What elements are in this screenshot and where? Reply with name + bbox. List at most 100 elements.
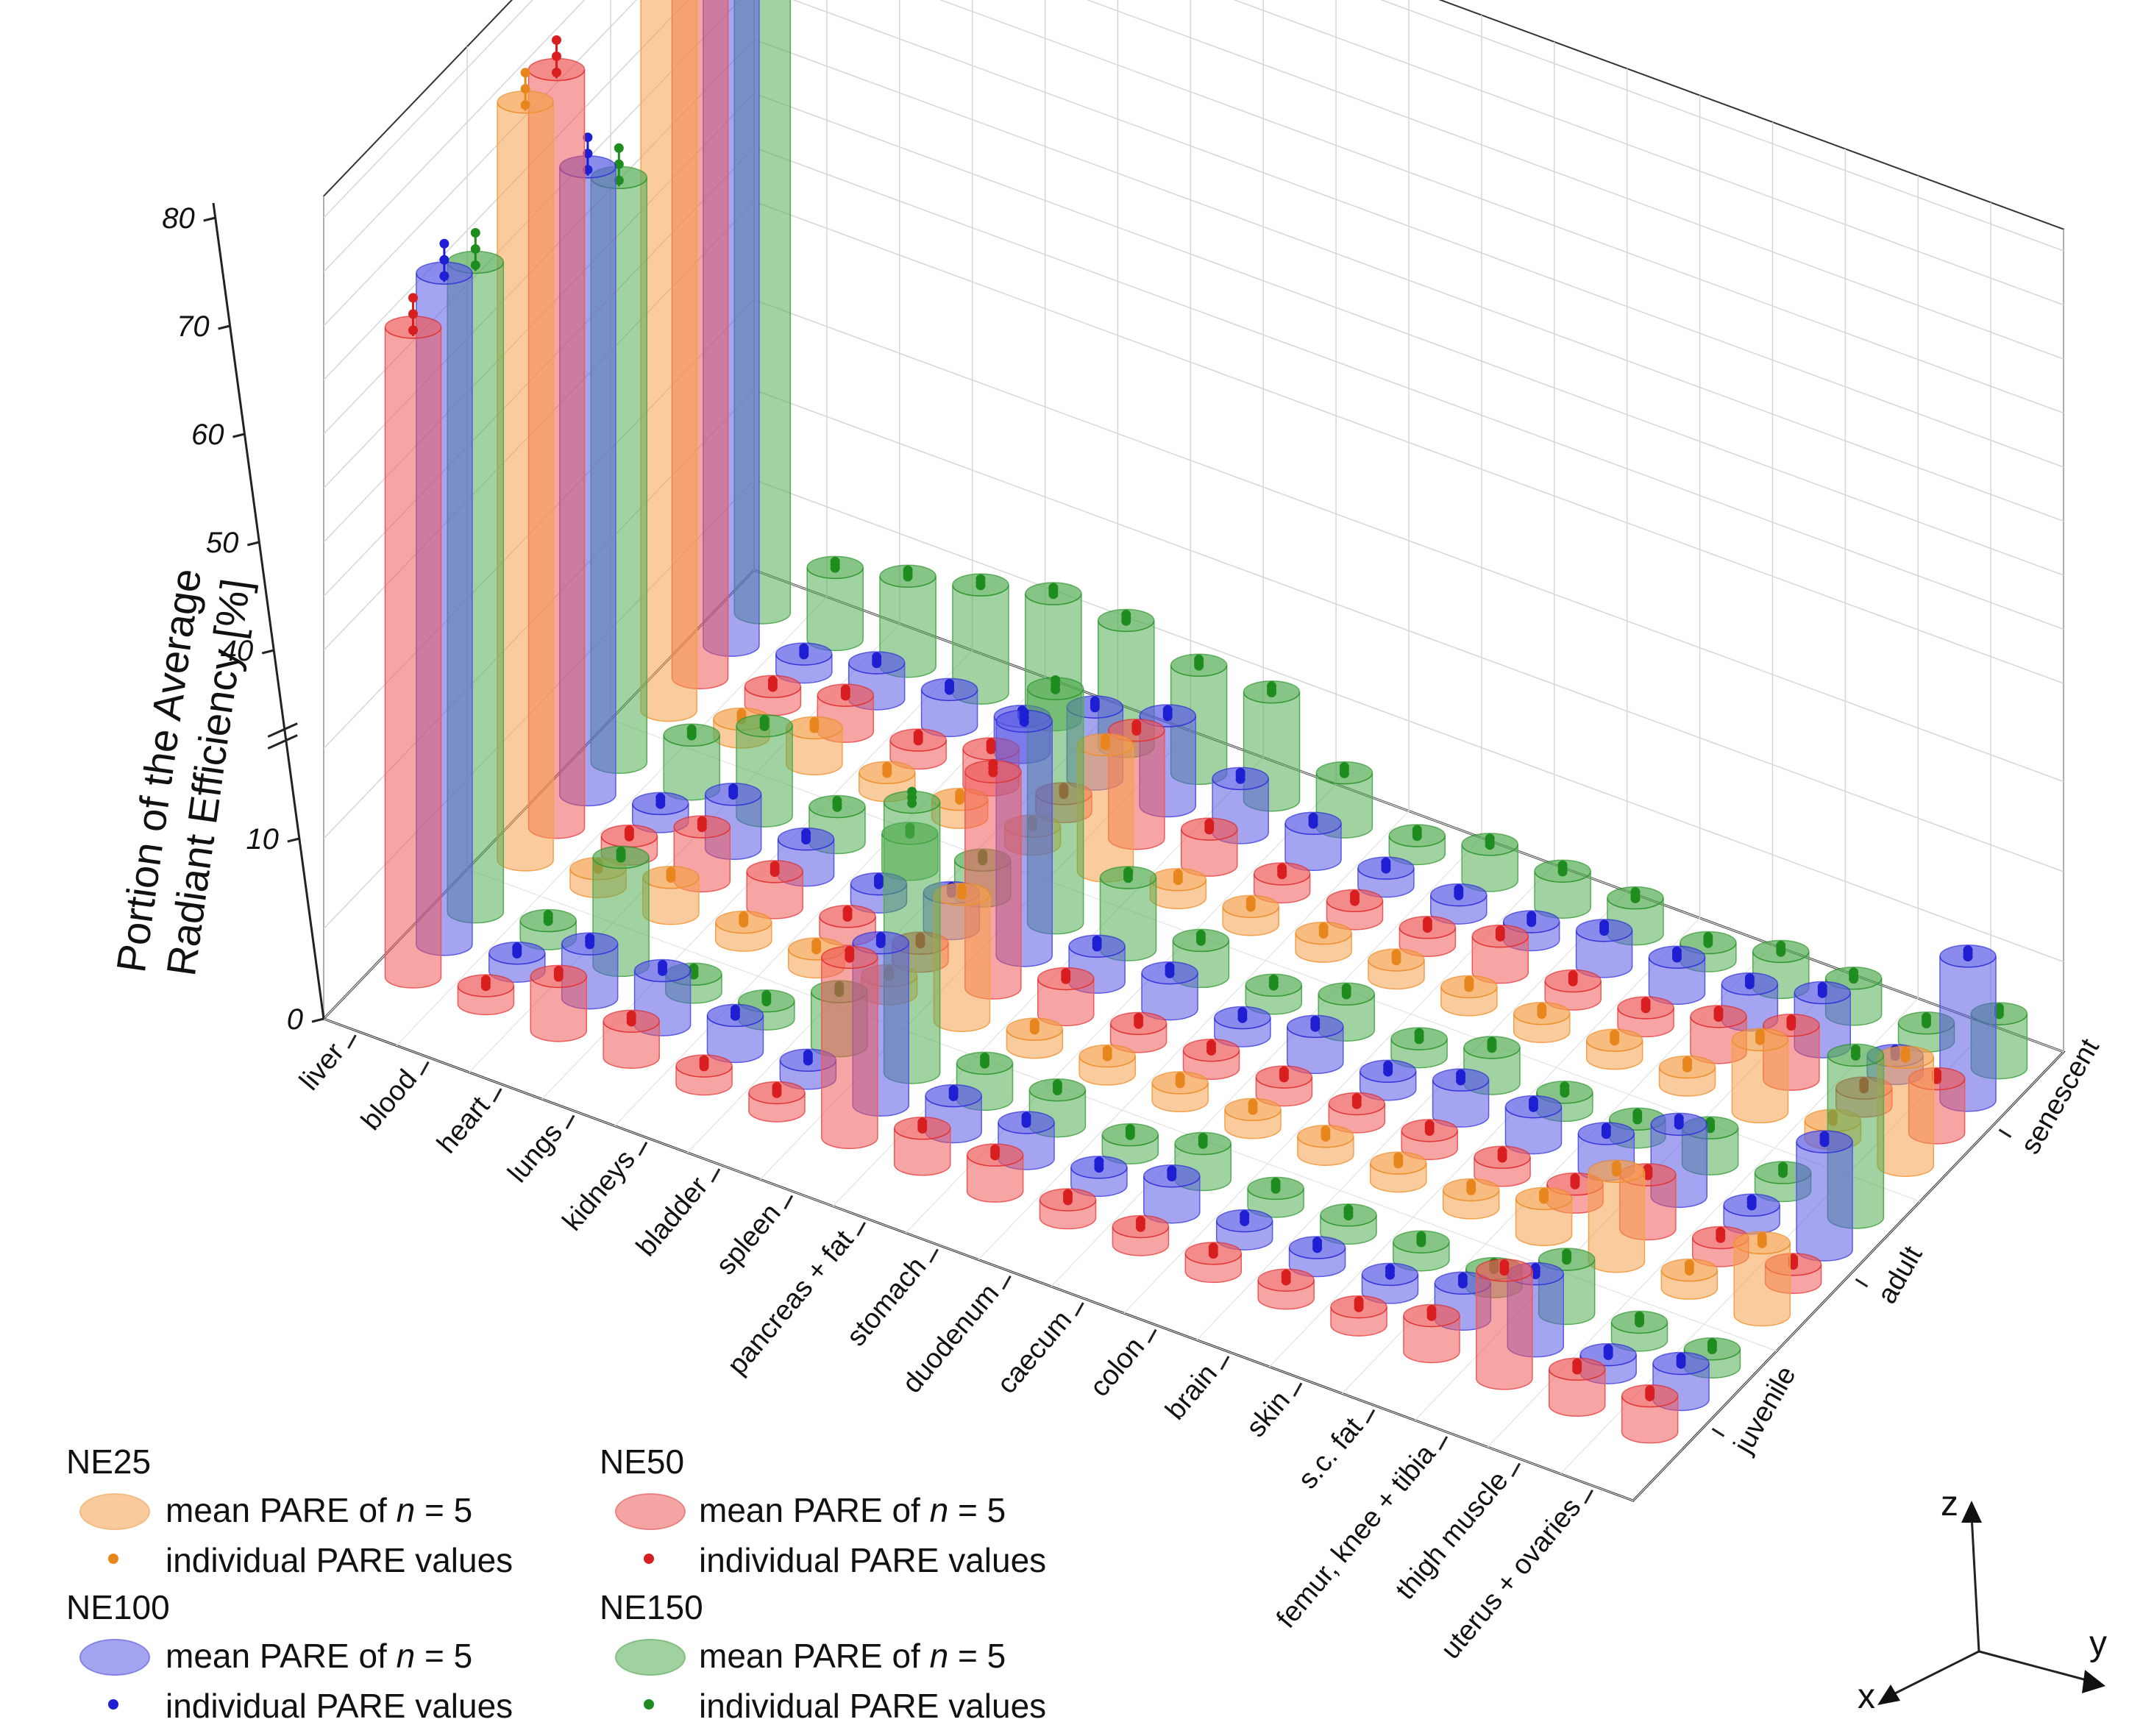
bar-ne50-juvenile-colon: [1184, 1242, 1243, 1284]
indicator-x-line: [1890, 1650, 1980, 1697]
individual-value-dot: [1268, 981, 1279, 991]
individual-value-dot: [1466, 1185, 1476, 1195]
bar-ne50-juvenile-uterus-ovaries: [1621, 1384, 1679, 1444]
bar-ne25-senescent-s-c-fat: [1658, 1055, 1716, 1097]
individual-value-dot: [811, 945, 822, 955]
bar-body: [1796, 1142, 1853, 1262]
individual-value-dot: [1457, 1278, 1468, 1289]
individual-value-dot: [1123, 873, 1134, 883]
bar-ne50-juvenile-heart: [530, 964, 588, 1042]
bar-ne100-adult-brain: [1432, 1068, 1490, 1128]
bar-body: [497, 102, 554, 872]
gridline-back-horizontal: [753, 389, 2064, 872]
individual-value-dot: [1426, 1311, 1437, 1321]
bar-ne50-senescent-stomach: [1253, 862, 1311, 904]
individual-value-dot: [873, 879, 884, 889]
bar-ne25-senescent-skin: [1585, 1028, 1643, 1070]
individual-value-dot: [1195, 936, 1206, 946]
individual-value-dot: [803, 1056, 813, 1066]
bar-ne25-senescent-spleen: [1076, 733, 1134, 883]
bar-ne100-adult-thigh-muscle: [1723, 1193, 1780, 1235]
bar-ne150-juvenile-stomach: [1028, 1078, 1087, 1138]
gridline-left-horizontal: [323, 0, 533, 218]
bar-ne50-adult-lungs: [746, 860, 803, 919]
individual-value-dot: [1557, 867, 1568, 877]
individual-value-dot: [1339, 768, 1349, 778]
category-tick: [1365, 1409, 1376, 1424]
z-axis-break-mark: [267, 734, 298, 750]
individual-value-dot: [1310, 1022, 1321, 1032]
individual-value-dot: [990, 1150, 1001, 1161]
bar-ne50-juvenile-liver: [384, 293, 442, 989]
bar-ne25-adult-thigh-muscle: [1660, 1258, 1719, 1300]
category-tick: [1511, 1462, 1521, 1478]
individual-value-dot: [1454, 890, 1464, 900]
individual-value-dot: [1568, 976, 1578, 986]
individual-value-dot: [1716, 1233, 1726, 1243]
bar-ne50-senescent-duodenum: [1326, 889, 1384, 931]
category-label: lungs: [502, 1117, 569, 1189]
individual-value-dot: [1499, 1266, 1510, 1276]
category-tick: [638, 1142, 648, 1156]
bar-ne25-adult-spleen: [933, 883, 991, 1032]
category-label: colon: [1084, 1331, 1151, 1403]
individual-value-dot: [832, 802, 842, 812]
individual-value-dot: [1674, 1120, 1684, 1130]
individual-value-dot: [1707, 1345, 1717, 1355]
bar-ne25-adult-uterus-ovaries: [1733, 1231, 1791, 1327]
individual-value-dot: [1052, 1086, 1062, 1096]
z-tick: [232, 433, 245, 438]
individual-value-dot: [809, 723, 820, 733]
individual-value-dot: [1121, 616, 1131, 626]
gridline-back-horizontal: [939, 0, 2064, 414]
bar-body: [1877, 1057, 1934, 1177]
bar-ne25-senescent-stomach: [1222, 894, 1279, 936]
individual-value-dot: [1235, 774, 1245, 784]
individual-value-dot: [980, 1059, 990, 1069]
individual-value-dot: [761, 996, 772, 1006]
z-tick: [261, 649, 274, 655]
individual-value-dot: [1094, 1163, 1104, 1173]
individual-value-dot: [1603, 1350, 1613, 1360]
individual-value-dot: [1351, 1099, 1362, 1109]
individual-value-dot: [845, 953, 855, 963]
category-tick: [1293, 1382, 1303, 1397]
bar-ne25-adult-duodenum: [1151, 1071, 1209, 1113]
individual-value-dot: [1318, 928, 1329, 939]
bar-ne50-juvenile-s-c-fat: [1403, 1303, 1460, 1364]
individual-value-dot: [1757, 1238, 1767, 1248]
indicator-y-label: y: [2089, 1624, 2107, 1663]
bar-ne25-senescent-brain: [1513, 1002, 1571, 1043]
bar-ne150-senescent-colon: [1534, 859, 1591, 919]
gridline-floor-category: [1632, 1051, 2064, 1501]
individual-value-dot: [1643, 1170, 1653, 1181]
category-label: bladder: [630, 1171, 714, 1262]
bar-body: [821, 957, 878, 1150]
individual-value-dot: [689, 970, 699, 980]
bar-ne50-juvenile-spleen: [821, 945, 878, 1150]
individual-value-dot: [1539, 1194, 1549, 1204]
individual-value-dot: [1485, 840, 1495, 850]
individual-value-dot: [842, 912, 853, 922]
individual-value-dot: [1630, 893, 1641, 903]
individual-value-dot: [1175, 1078, 1185, 1089]
bar-ne50-juvenile-brain: [1257, 1268, 1315, 1310]
bar-ne25-adult-brain: [1370, 1151, 1427, 1193]
individual-value-dot: [480, 981, 491, 992]
individual-value-dot: [956, 890, 967, 900]
category-tick: [565, 1114, 575, 1130]
individual-value-dot: [1530, 1269, 1540, 1279]
individual-value-dot: [614, 175, 624, 185]
individual-value-dot: [520, 84, 530, 94]
bar-ne150-adult-colon: [1390, 1027, 1448, 1069]
bar-body: [384, 327, 442, 989]
individual-value-dot: [1048, 589, 1059, 600]
individual-value-dot: [552, 51, 562, 62]
bar-ne100-senescent-stomach: [1284, 811, 1342, 872]
bar-ne25-senescent-liver: [640, 0, 697, 722]
bar-ne25-adult-femur-knee-tibia: [1588, 1159, 1646, 1273]
individual-value-dot: [439, 255, 449, 265]
category-tick: [1147, 1328, 1157, 1344]
individual-value-dot: [520, 100, 530, 110]
